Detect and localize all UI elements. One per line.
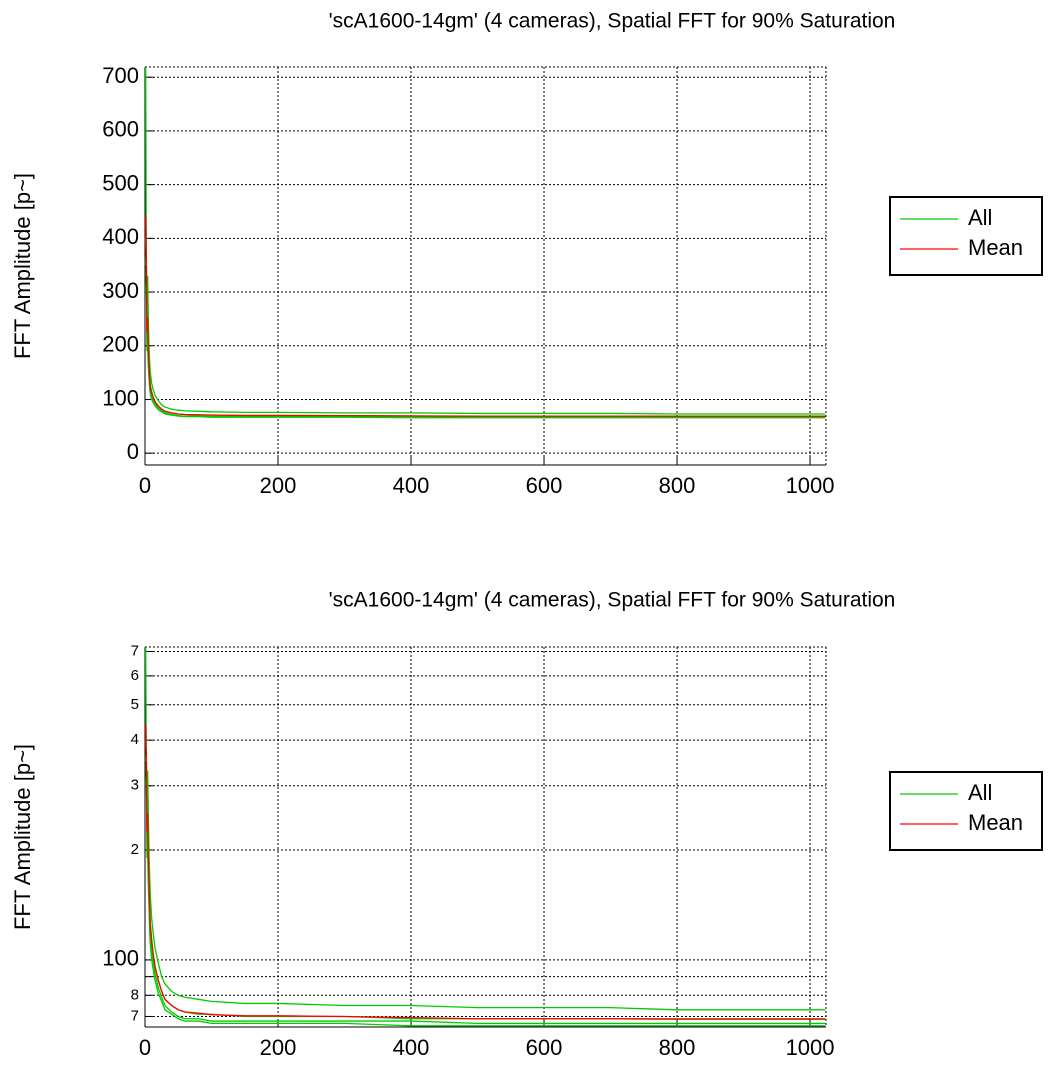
x-tick-label: 1000 (786, 1035, 835, 1060)
data-line (145, 647, 826, 1011)
data-line (145, 249, 826, 418)
subplot: 'scA1600-14gm' (4 cameras), Spatial FFT … (10, 589, 1043, 1060)
y-tick-label: 300 (102, 278, 139, 303)
y-tick-label: 6 (131, 667, 139, 684)
x-tick-label: 1000 (786, 473, 835, 498)
x-tick-label: 0 (139, 1035, 151, 1060)
x-tick-label: 400 (393, 473, 430, 498)
y-tick-label: 8 (131, 986, 139, 1003)
chart-title: 'scA1600-14gm' (4 cameras), Spatial FFT … (329, 589, 896, 612)
legend-box (889, 196, 1043, 276)
x-tick-label: 600 (526, 473, 563, 498)
y-tick-label: 100 (102, 946, 139, 971)
y-tick-label: 7 (131, 642, 139, 659)
data-line (145, 215, 826, 417)
x-tick-label: 800 (659, 1035, 696, 1060)
y-tick-label: 100 (102, 385, 139, 410)
data-line (145, 67, 826, 415)
data-line (145, 238, 826, 417)
legend-box (889, 771, 1043, 851)
x-tick-label: 600 (526, 1035, 563, 1060)
y-axis-label: FFT Amplitude [p~] (10, 173, 35, 359)
legend-label: Mean (968, 235, 1023, 260)
x-tick-label: 400 (393, 1035, 430, 1060)
subplot: 'scA1600-14gm' (4 cameras), Spatial FFT … (10, 10, 1043, 498)
y-tick-label: 700 (102, 63, 139, 88)
legend-label: All (968, 780, 992, 805)
y-axis-label: FFT Amplitude [p~] (10, 744, 35, 930)
data-line (145, 770, 826, 1027)
y-tick-label: 5 (131, 696, 139, 713)
y-tick-label: 600 (102, 117, 139, 142)
plot-area (145, 67, 826, 419)
x-tick-label: 200 (260, 473, 297, 498)
y-tick-label: 500 (102, 170, 139, 195)
chart-title: 'scA1600-14gm' (4 cameras), Spatial FFT … (329, 10, 896, 33)
y-tick-label: 200 (102, 332, 139, 357)
y-tick-label: 4 (131, 731, 139, 748)
data-line (145, 748, 826, 1025)
plot-area (145, 647, 826, 1027)
data-line (145, 724, 826, 1020)
legend-label: All (968, 205, 992, 230)
legend-label: Mean (968, 810, 1023, 835)
x-tick-label: 200 (260, 1035, 297, 1060)
y-tick-label: 3 (131, 777, 139, 794)
x-tick-label: 0 (139, 473, 151, 498)
y-tick-label: 7 (131, 1007, 139, 1024)
x-tick-label: 800 (659, 473, 696, 498)
y-tick-label: 400 (102, 224, 139, 249)
data-line (145, 275, 826, 419)
y-tick-label: 2 (131, 841, 139, 858)
y-tick-label: 0 (127, 439, 139, 464)
